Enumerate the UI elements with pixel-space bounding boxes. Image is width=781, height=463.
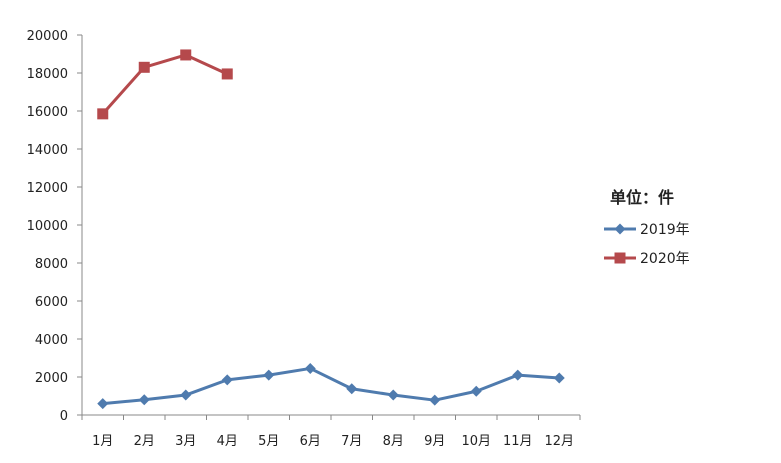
data-point — [180, 49, 192, 61]
y-tick-label: 20000 — [27, 29, 68, 44]
x-axis-ticks: 1月 2月 3月 4月 5月 6月 7月 8月 9月 10月 11月 12月 — [81, 415, 581, 449]
data-point — [138, 394, 150, 406]
series-line — [102, 366, 560, 406]
data-point — [97, 398, 109, 410]
series-line — [101, 53, 228, 115]
y-tick-label: 0 — [60, 409, 68, 424]
data-point — [263, 369, 275, 381]
data-point — [387, 389, 399, 401]
legend-marker-2 — [614, 252, 626, 264]
data-point — [470, 385, 482, 397]
y-tick-label: 2000 — [35, 371, 68, 386]
data-point — [429, 394, 441, 406]
series-2 — [97, 49, 233, 120]
data-point — [304, 362, 316, 374]
y-tick-label: 14000 — [27, 143, 68, 158]
x-tick-label: 2月 — [134, 434, 155, 449]
data-point — [180, 389, 192, 401]
x-tick-label: 4月 — [217, 434, 238, 449]
y-tick-label: 16000 — [27, 105, 68, 120]
y-tick-label: 18000 — [27, 67, 68, 82]
legend-label-2: 2020年 — [640, 251, 690, 267]
legend-marker-1 — [614, 223, 626, 235]
series-layer — [97, 49, 565, 410]
data-point — [97, 108, 109, 120]
x-tick-label: 5月 — [258, 434, 279, 449]
data-point — [346, 383, 358, 395]
x-tick-label: 11月 — [503, 434, 533, 449]
data-point — [512, 369, 524, 381]
legend-unit-label: 单位：件 — [610, 188, 674, 207]
x-tick-label: 9月 — [424, 434, 445, 449]
x-tick-label: 10月 — [461, 434, 491, 449]
y-tick-label: 8000 — [35, 257, 68, 272]
x-tick-label: 12月 — [544, 434, 574, 449]
x-tick-label: 3月 — [175, 434, 196, 449]
y-tick-label: 4000 — [35, 333, 68, 348]
x-tick-label: 8月 — [383, 434, 404, 449]
y-tick-label: 10000 — [27, 219, 68, 234]
series-1 — [97, 362, 565, 410]
y-axis-ticks: 0 2000 4000 6000 8000 10000 12000 14000 16000 180… — [27, 29, 82, 424]
legend: 单位：件 2019年 2020年 — [604, 188, 690, 267]
axes — [81, 35, 580, 416]
data-point — [221, 68, 233, 80]
data-point — [221, 374, 233, 386]
x-tick-label: 6月 — [300, 434, 321, 449]
y-tick-label: 12000 — [27, 181, 68, 196]
data-point — [138, 61, 150, 73]
x-tick-label: 7月 — [341, 434, 362, 449]
y-tick-label: 6000 — [35, 295, 68, 310]
legend-label-1: 2019年 — [640, 222, 690, 238]
data-point — [553, 372, 565, 384]
x-tick-label: 1月 — [92, 434, 113, 449]
